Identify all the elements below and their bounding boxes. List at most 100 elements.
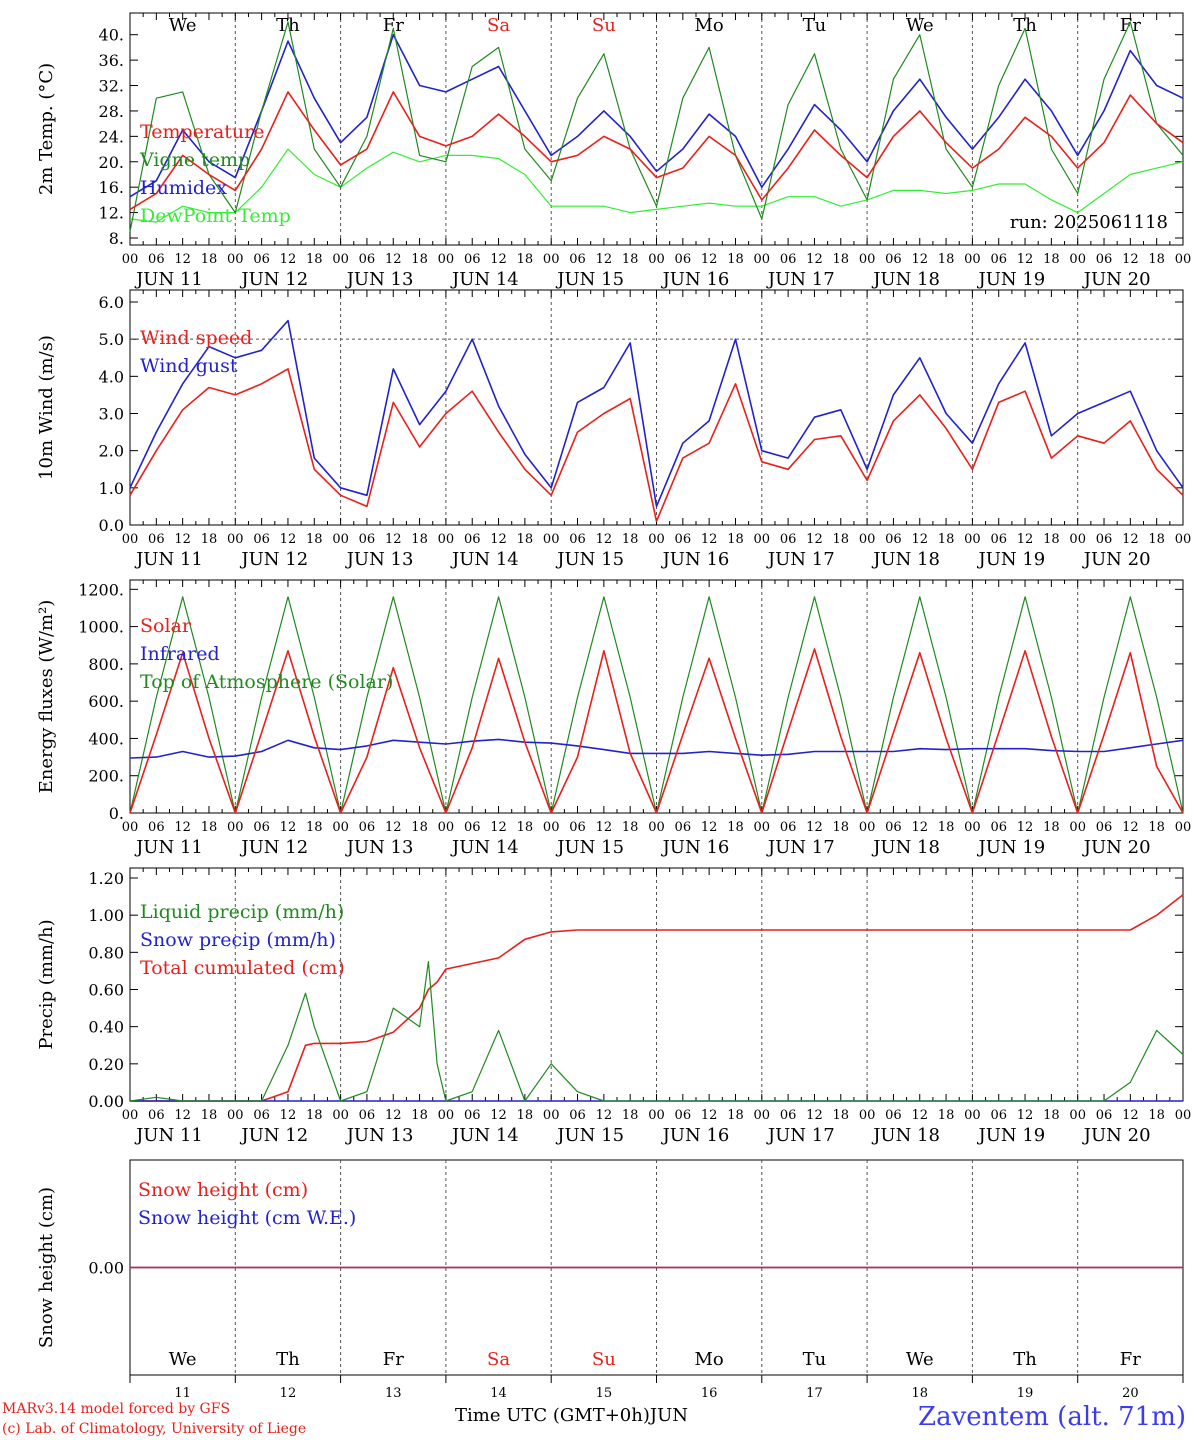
weekday-label: Fr	[1120, 15, 1141, 36]
hour-label: 18	[1043, 532, 1060, 547]
hour-label: 12	[596, 252, 613, 267]
hour-label: 12	[1122, 532, 1139, 547]
hour-label: 06	[569, 820, 586, 835]
day-label: JUN 13	[345, 1125, 414, 1146]
hour-label: 00	[648, 1108, 665, 1123]
hour-label: 18	[938, 252, 955, 267]
hour-label: 00	[227, 532, 244, 547]
hour-label: 00	[332, 532, 349, 547]
y-tick-label: 6.0	[99, 293, 124, 312]
day-label: JUN 14	[450, 837, 519, 858]
y-tick-label: 1200.	[78, 580, 124, 599]
hour-label: 06	[253, 820, 270, 835]
hour-label: 12	[385, 1108, 402, 1123]
hour-label: 00	[122, 1108, 139, 1123]
day-label: JUN 18	[871, 837, 940, 858]
hour-label: 12	[174, 1108, 191, 1123]
y-tick-label: 1.0	[99, 479, 124, 498]
hour-label: 12	[280, 252, 297, 267]
hour-label: 12	[596, 1108, 613, 1123]
hour-label: 12	[1122, 1108, 1139, 1123]
day-label: JUN 14	[450, 269, 519, 290]
hour-label: 06	[464, 1108, 481, 1123]
y-tick-label: 8.	[109, 229, 124, 248]
hour-label: 18	[517, 1108, 534, 1123]
weekday-label: Mo	[695, 1349, 724, 1370]
weekday-label: Tu	[803, 15, 827, 36]
legend-entry: Humidex	[140, 177, 227, 199]
series-line-liquid-precip-mm-h-	[129, 960, 1184, 1102]
series-line-temperature	[129, 91, 1184, 211]
hour-label: 00	[1069, 532, 1086, 547]
hour-label: 12	[701, 252, 718, 267]
hour-label: 12	[280, 532, 297, 547]
hour-label: 12	[490, 1108, 507, 1123]
hour-label: 06	[148, 1108, 165, 1123]
hour-label: 18	[1148, 1108, 1165, 1123]
hour-label: 18	[1043, 1108, 1060, 1123]
day-of-month-label: 14	[490, 1386, 507, 1401]
day-label: JUN 17	[766, 837, 835, 858]
hour-label: 06	[780, 252, 797, 267]
hour-label: 06	[885, 820, 902, 835]
hour-label: 18	[938, 1108, 955, 1123]
hour-label: 00	[1175, 820, 1192, 835]
hour-label: 00	[1069, 1108, 1086, 1123]
hour-label: 12	[490, 532, 507, 547]
weekday-label: Fr	[383, 1349, 404, 1370]
y-tick-label: 36.	[99, 51, 124, 70]
hour-label: 12	[596, 820, 613, 835]
hour-label: 12	[806, 820, 823, 835]
hour-label: 00	[648, 820, 665, 835]
month-label: JUN	[649, 1405, 689, 1426]
hour-label: 18	[517, 252, 534, 267]
weekday-label: We	[169, 1349, 197, 1370]
hour-label: 00	[122, 252, 139, 267]
day-label: JUN 20	[1082, 549, 1151, 570]
weekday-label: Su	[592, 1349, 616, 1370]
hour-label: 00	[438, 532, 455, 547]
series-line-wind-gust	[129, 319, 1184, 508]
hour-label: 06	[253, 532, 270, 547]
hour-label: 18	[1148, 820, 1165, 835]
hour-label: 00	[964, 532, 981, 547]
hour-label: 12	[911, 820, 928, 835]
hour-label: 18	[1043, 252, 1060, 267]
hour-label: 00	[332, 252, 349, 267]
y-tick-label: 40.	[99, 26, 124, 45]
day-label: JUN 20	[1082, 1125, 1151, 1146]
hour-label: 00	[1175, 1108, 1192, 1123]
hour-label: 06	[780, 1108, 797, 1123]
weekday-label: Sa	[487, 1349, 510, 1370]
y-tick-label: 0.00	[88, 1092, 124, 1111]
hour-label: 12	[385, 532, 402, 547]
hour-label: 06	[464, 252, 481, 267]
y-tick-label: 200.	[88, 767, 124, 786]
hour-label: 18	[517, 820, 534, 835]
hour-label: 06	[990, 532, 1007, 547]
day-label: JUN 15	[555, 549, 624, 570]
y-tick-label: 0.0	[99, 516, 124, 535]
hour-label: 12	[174, 532, 191, 547]
hour-label: 12	[806, 532, 823, 547]
hour-label: 12	[1017, 820, 1034, 835]
hour-label: 18	[411, 1108, 428, 1123]
series-line-vigne-temp	[129, 21, 1184, 232]
day-label: JUN 11	[134, 1125, 203, 1146]
day-label: JUN 11	[134, 549, 203, 570]
lab-credit: (c) Lab. of Climatology, University of L…	[2, 1421, 307, 1437]
hour-label: 06	[675, 820, 692, 835]
hour-label: 06	[780, 820, 797, 835]
day-label: JUN 20	[1082, 269, 1151, 290]
hour-label: 12	[911, 1108, 928, 1123]
hour-label: 18	[201, 532, 218, 547]
day-label: JUN 13	[345, 269, 414, 290]
hour-label: 18	[833, 532, 850, 547]
weekday-label: We	[906, 15, 934, 36]
hour-label: 06	[359, 252, 376, 267]
day-label: JUN 11	[134, 837, 203, 858]
hour-label: 18	[938, 532, 955, 547]
hour-label: 00	[438, 1108, 455, 1123]
hour-label: 06	[148, 820, 165, 835]
series-line-humidex	[129, 33, 1184, 198]
